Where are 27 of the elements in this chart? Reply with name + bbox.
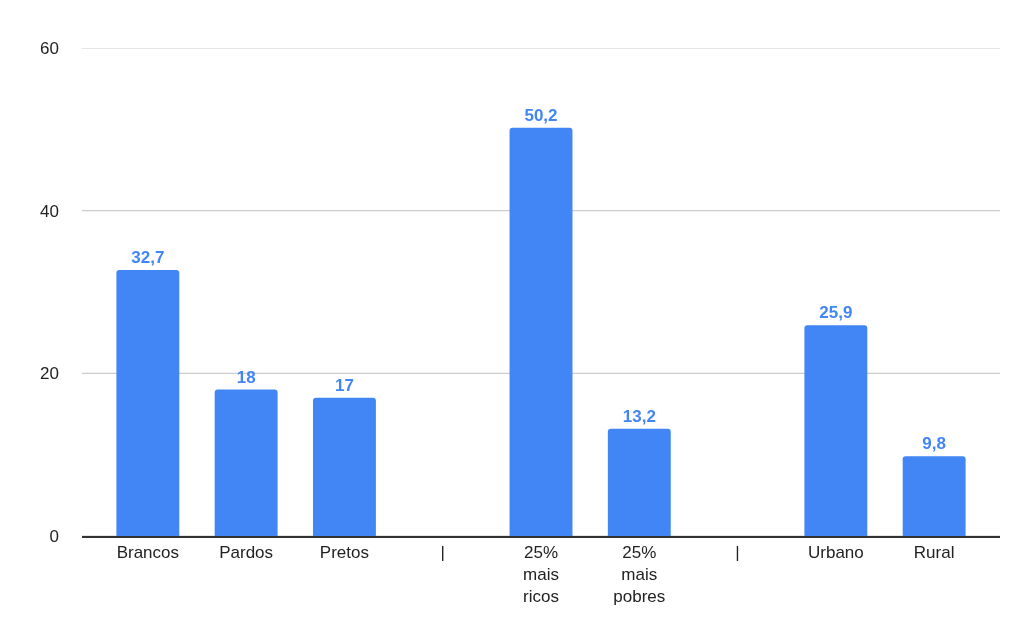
bar xyxy=(312,397,376,536)
bar xyxy=(214,389,278,536)
bar xyxy=(902,456,966,536)
x-tick-label: | xyxy=(735,543,740,563)
data-label: 18 xyxy=(236,367,256,387)
data-label: 9,8 xyxy=(922,434,946,454)
y-tick-label: 0 xyxy=(49,526,59,546)
bar xyxy=(804,325,868,536)
data-label: 50,2 xyxy=(524,105,558,125)
y-tick-label: 20 xyxy=(40,364,59,384)
bar xyxy=(116,270,180,536)
data-label: 32,7 xyxy=(131,248,165,268)
data-label: 17 xyxy=(334,375,354,395)
x-tick-label: 25% mais ricos xyxy=(523,543,559,607)
x-tick-label: Pardos xyxy=(219,543,274,563)
x-tick-label: 25% mais pobres xyxy=(613,543,666,607)
x-tick-label: Brancos xyxy=(116,543,180,563)
bar xyxy=(509,127,573,536)
data-label: 25,9 xyxy=(819,303,853,323)
y-tick-label: 60 xyxy=(40,38,59,58)
data-label: 13,2 xyxy=(622,406,656,426)
y-tick-label: 40 xyxy=(40,201,59,221)
bar xyxy=(607,428,671,536)
x-tick-label: Pretos xyxy=(319,543,369,563)
x-tick-label: | xyxy=(440,543,445,563)
x-tick-label: Urbano xyxy=(807,543,864,563)
x-tick-label: Rural xyxy=(913,543,955,563)
